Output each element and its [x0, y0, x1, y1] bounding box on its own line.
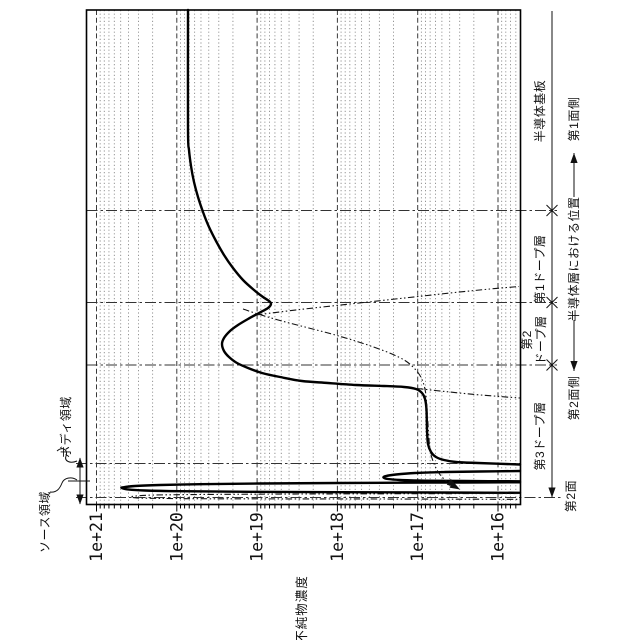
second-surface-label: 第2面	[564, 480, 578, 512]
conc-tick-label: 1e+17	[408, 512, 427, 562]
source-region-label: ソース領域	[37, 491, 52, 553]
figure-labels: 1e+21 1e+20 1e+19 1e+18 1e+17 1e+16 不純物濃度 半導体基板…	[37, 80, 581, 640]
doped-layer-2-label-line2: ドープ層	[534, 315, 548, 364]
first-surface-side-label: 第1面側	[567, 97, 581, 142]
layer-dimension-annotations	[49, 11, 578, 505]
boundary-x-mark-icon	[546, 359, 558, 371]
source-region-leader-icon	[49, 477, 78, 493]
doped-layer-2-label-line1: 第2	[520, 330, 534, 350]
doped-layer-1-label: 第1ドープ層	[533, 235, 547, 304]
boundary-x-mark-icon	[546, 296, 558, 309]
plot-border	[85, 9, 522, 506]
conc-tick-label: 1e+21	[87, 512, 106, 562]
second-surface-arrowhead-icon	[548, 487, 556, 498]
conc-tick-label: 1e+18	[328, 512, 347, 562]
region-boundaries	[76, 210, 561, 498]
curve-pointer-arrowhead-icon	[446, 478, 457, 488]
toward-second-surface-arrow-head-icon	[570, 361, 578, 371]
concentration-log-grid	[96, 10, 517, 505]
chain-ascending-layer1-curve	[255, 285, 520, 316]
source-region-arrowhead-icon	[76, 494, 84, 505]
body-region-arrowhead-icon	[76, 457, 84, 468]
conc-tick-label: 1e+19	[248, 512, 267, 562]
toward-first-surface-arrow-head-icon	[570, 153, 578, 163]
chain-right-lower-curve	[416, 387, 521, 399]
chain-descending-layer2-curve	[242, 308, 457, 488]
position-axis-title: 半導体層における位置	[566, 196, 581, 321]
chain-bottom-loop-curve	[130, 492, 521, 500]
conc-tick-label: 1e+20	[167, 512, 186, 562]
net-profile-source-loop-curve	[120, 481, 522, 494]
body-region-label: ボディ領域	[58, 396, 73, 458]
body-region-leader-icon	[56, 448, 78, 463]
conc-tick-label: 1e+16	[489, 512, 508, 562]
boundary-x-mark-icon	[546, 204, 558, 217]
net-profile-body-loop-curve	[382, 469, 522, 483]
doped-layer-3-label: 第3ドープ層	[533, 402, 547, 471]
net-profile-main-curve	[186, 8, 522, 466]
profile-curves	[120, 8, 522, 500]
substrate-label: 半導体基板	[533, 80, 547, 143]
concentration-axis-title: 不純物濃度	[294, 575, 309, 640]
second-surface-side-label: 第2面側	[567, 376, 581, 421]
